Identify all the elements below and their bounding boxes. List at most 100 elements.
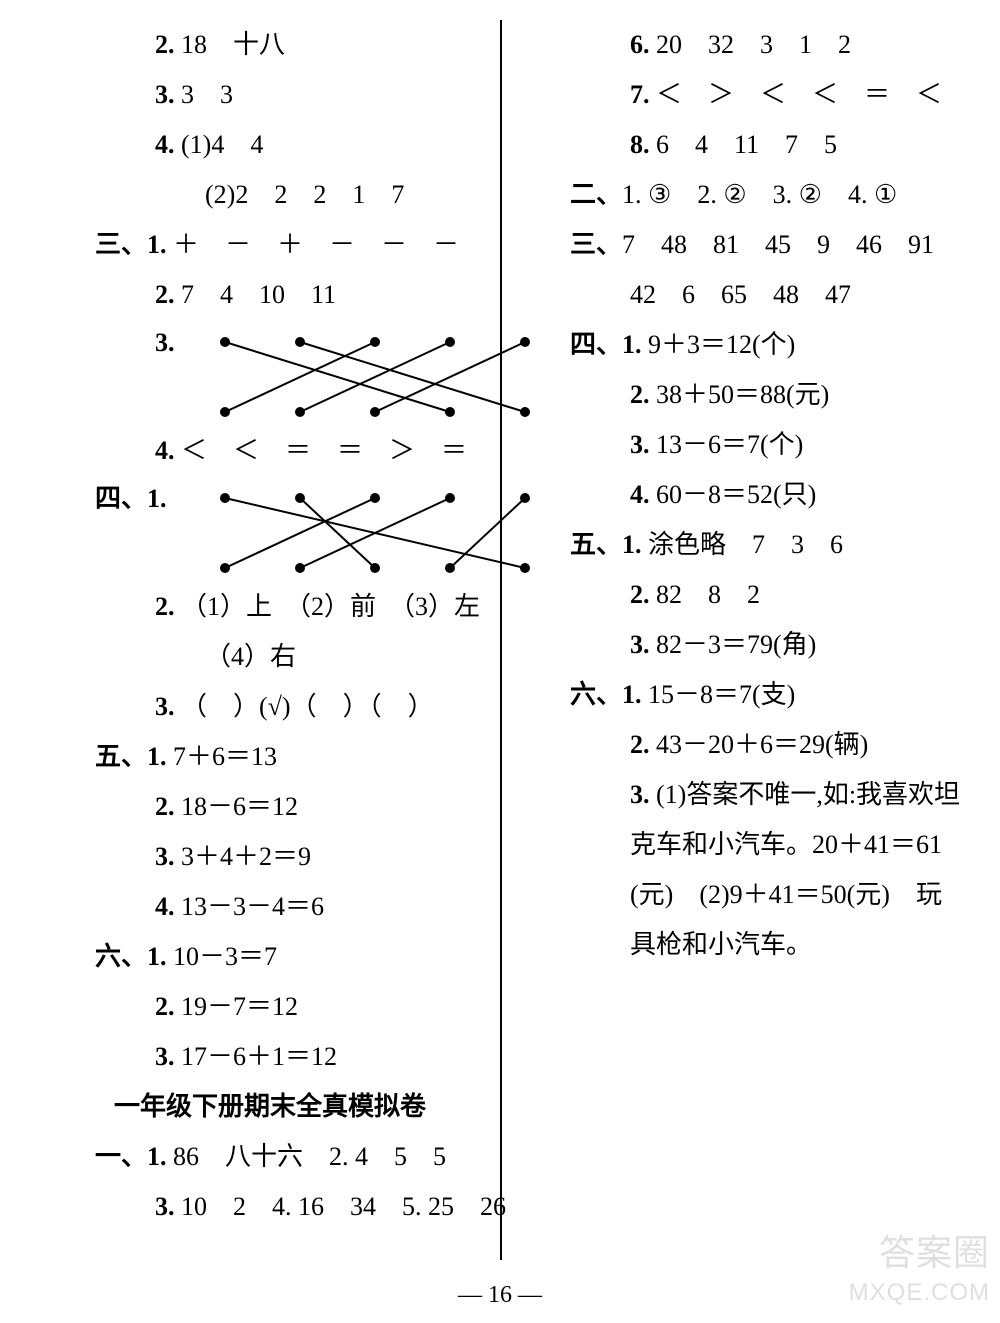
item-text: 3 3 [181, 80, 233, 109]
item-text: 6 4 11 7 5 [656, 130, 837, 159]
answer-line: 四、1. 9＋3＝12(个) [530, 320, 960, 370]
item-text: (1)答案不唯一,如:我喜欢坦 [656, 780, 960, 809]
item-text: 7 48 81 45 9 46 91 [622, 230, 934, 259]
matching-diagram [205, 488, 535, 578]
item-number: 3. [630, 780, 650, 809]
answer-line: 3. 13－6＝7(个) [530, 420, 960, 470]
item-text: 82 8 2 [656, 580, 760, 609]
section-label: 四、 [570, 330, 622, 359]
answer-line: 3. 17－6＋1＝12 [55, 1032, 485, 1082]
item-text: （4）右 [205, 642, 296, 671]
item-number: 6. [630, 30, 650, 59]
answer-line: 4. 60－8＝52(只) [530, 470, 960, 520]
left-column: 2. 18 十八 3. 3 3 4. (1)4 4 (2)2 2 2 1 7 三… [55, 20, 485, 1232]
item-number: 8. [630, 130, 650, 159]
item-text: 具枪和小汽车。 [630, 930, 812, 959]
page: 2. 18 十八 3. 3 3 4. (1)4 4 (2)2 2 2 1 7 三… [0, 0, 1000, 1323]
item-text: ＜ ＜ ＝ ＝ ＞ ＝ [181, 436, 467, 465]
answer-line: 二、1. ③ 2. ② 3. ② 4. ① [530, 170, 960, 220]
answer-line: 具枪和小汽车。 [530, 920, 960, 970]
item-number: 3. [630, 630, 650, 659]
answer-line: 一、1. 86 八十六 2. 4 5 5 [55, 1132, 485, 1182]
section-label: 四、 [95, 484, 147, 513]
answer-line: 8. 6 4 11 7 5 [530, 120, 960, 170]
item-text: 19－7＝12 [181, 992, 298, 1021]
item-text: 15－8＝7(支) [648, 680, 795, 709]
answer-line: 3. 10 2 4. 16 34 5. 25 26 [55, 1182, 485, 1232]
answer-line: (2)2 2 2 1 7 [55, 170, 485, 220]
item-text: 7 4 10 11 [181, 280, 336, 309]
item-number: 1. [147, 742, 167, 771]
answer-line: 4. ＜ ＜ ＝ ＝ ＞ ＝ [55, 426, 485, 476]
item-text: 克车和小汽车。20＋41＝61 [630, 830, 942, 859]
item-number: 2. [630, 730, 650, 759]
section-label: 三、 [570, 230, 622, 259]
item-text: 3＋4＋2＝9 [181, 842, 311, 871]
item-number: 3. [155, 328, 175, 357]
item-text: 86 八十六 2. 4 5 5 [173, 1142, 446, 1171]
answer-line: 2. 19－7＝12 [55, 982, 485, 1032]
item-text: 17－6＋1＝12 [181, 1042, 337, 1071]
answer-line: 6. 20 32 3 1 2 [530, 20, 960, 70]
item-number: 4. [155, 130, 175, 159]
answer-line: 7. ＜ ＞ ＜ ＜ ＝ ＜ [530, 70, 960, 120]
item-text: 18－6＝12 [181, 792, 298, 821]
watermark: 答案圈 MXQE.COM [849, 1233, 990, 1313]
item-number: 1. [622, 330, 642, 359]
right-column: 6. 20 32 3 1 2 7. ＜ ＞ ＜ ＜ ＝ ＜ 8. 6 4 11 … [530, 20, 960, 970]
item-number: 3. [155, 842, 175, 871]
answer-line: 4. (1)4 4 [55, 120, 485, 170]
item-text: 42 6 65 48 47 [630, 280, 851, 309]
item-text: 38＋50＝88(元) [656, 380, 829, 409]
answer-line: 2. 38＋50＝88(元) [530, 370, 960, 420]
item-number: 3. [155, 1192, 175, 1221]
item-text: ＋ － ＋ － － － [173, 230, 459, 259]
item-number: 2. [155, 992, 175, 1021]
answer-line: 3. 82－3＝79(角) [530, 620, 960, 670]
item-text: ＜ ＞ ＜ ＜ ＝ ＜ [656, 80, 942, 109]
item-text: 10－3＝7 [173, 942, 277, 971]
answer-line: 3. (1)答案不唯一,如:我喜欢坦 [530, 770, 960, 820]
item-number: 3. [155, 692, 175, 721]
answer-line: 3. 3＋4＋2＝9 [55, 832, 485, 882]
section-label: 一、 [95, 1142, 147, 1171]
answer-line: 三、1. ＋ － ＋ － － － [55, 220, 485, 270]
answer-line: 五、1. 7＋6＝13 [55, 732, 485, 782]
item-number: 2. [155, 592, 175, 621]
item-number: 2. [155, 792, 175, 821]
section-label: 三、 [95, 230, 147, 259]
answer-line: 克车和小汽车。20＋41＝61 [530, 820, 960, 870]
answer-line: 五、1. 涂色略 7 3 6 [530, 520, 960, 570]
item-text: (元) (2)9＋41＝50(元) 玩 [630, 880, 942, 909]
answer-line: 2. 18－6＝12 [55, 782, 485, 832]
item-text: 43－20＋6＝29(辆) [656, 730, 868, 759]
watermark-line1: 答案圈 [849, 1233, 990, 1273]
item-number: 1. [147, 1142, 167, 1171]
item-text: 涂色略 7 3 6 [648, 530, 843, 559]
answer-line: 六、1. 10－3＝7 [55, 932, 485, 982]
item-text: 18 十八 [181, 30, 285, 59]
answer-line: 2. 43－20＋6＝29(辆) [530, 720, 960, 770]
answer-line: （4）右 [55, 632, 485, 682]
answer-line: 2. 18 十八 [55, 20, 485, 70]
item-number: 1. [147, 942, 167, 971]
item-number: 1. [147, 230, 167, 259]
item-text: 7＋6＝13 [173, 742, 277, 771]
column-divider [500, 20, 502, 1260]
item-number: 4. [155, 892, 175, 921]
section-label: 二、 [570, 180, 622, 209]
item-text: 13－3－4＝6 [181, 892, 324, 921]
item-number: 3. [155, 80, 175, 109]
item-text: 9＋3＝12(个) [648, 330, 795, 359]
item-number: 1. [147, 484, 167, 513]
section-heading: 一年级下册期末全真模拟卷 [55, 1082, 485, 1132]
item-number: 1. [622, 680, 642, 709]
item-number: 2. [155, 30, 175, 59]
answer-line: 42 6 65 48 47 [530, 270, 960, 320]
item-text: 10 2 4. 16 34 5. 25 26 [181, 1192, 506, 1221]
item-text: 1. ③ 2. ② 3. ② 4. ① [622, 180, 897, 209]
item-number: 2. [630, 580, 650, 609]
answer-line: 六、1. 15－8＝7(支) [530, 670, 960, 720]
item-text: 13－6＝7(个) [656, 430, 803, 459]
item-text: (2)2 2 2 1 7 [205, 180, 404, 209]
